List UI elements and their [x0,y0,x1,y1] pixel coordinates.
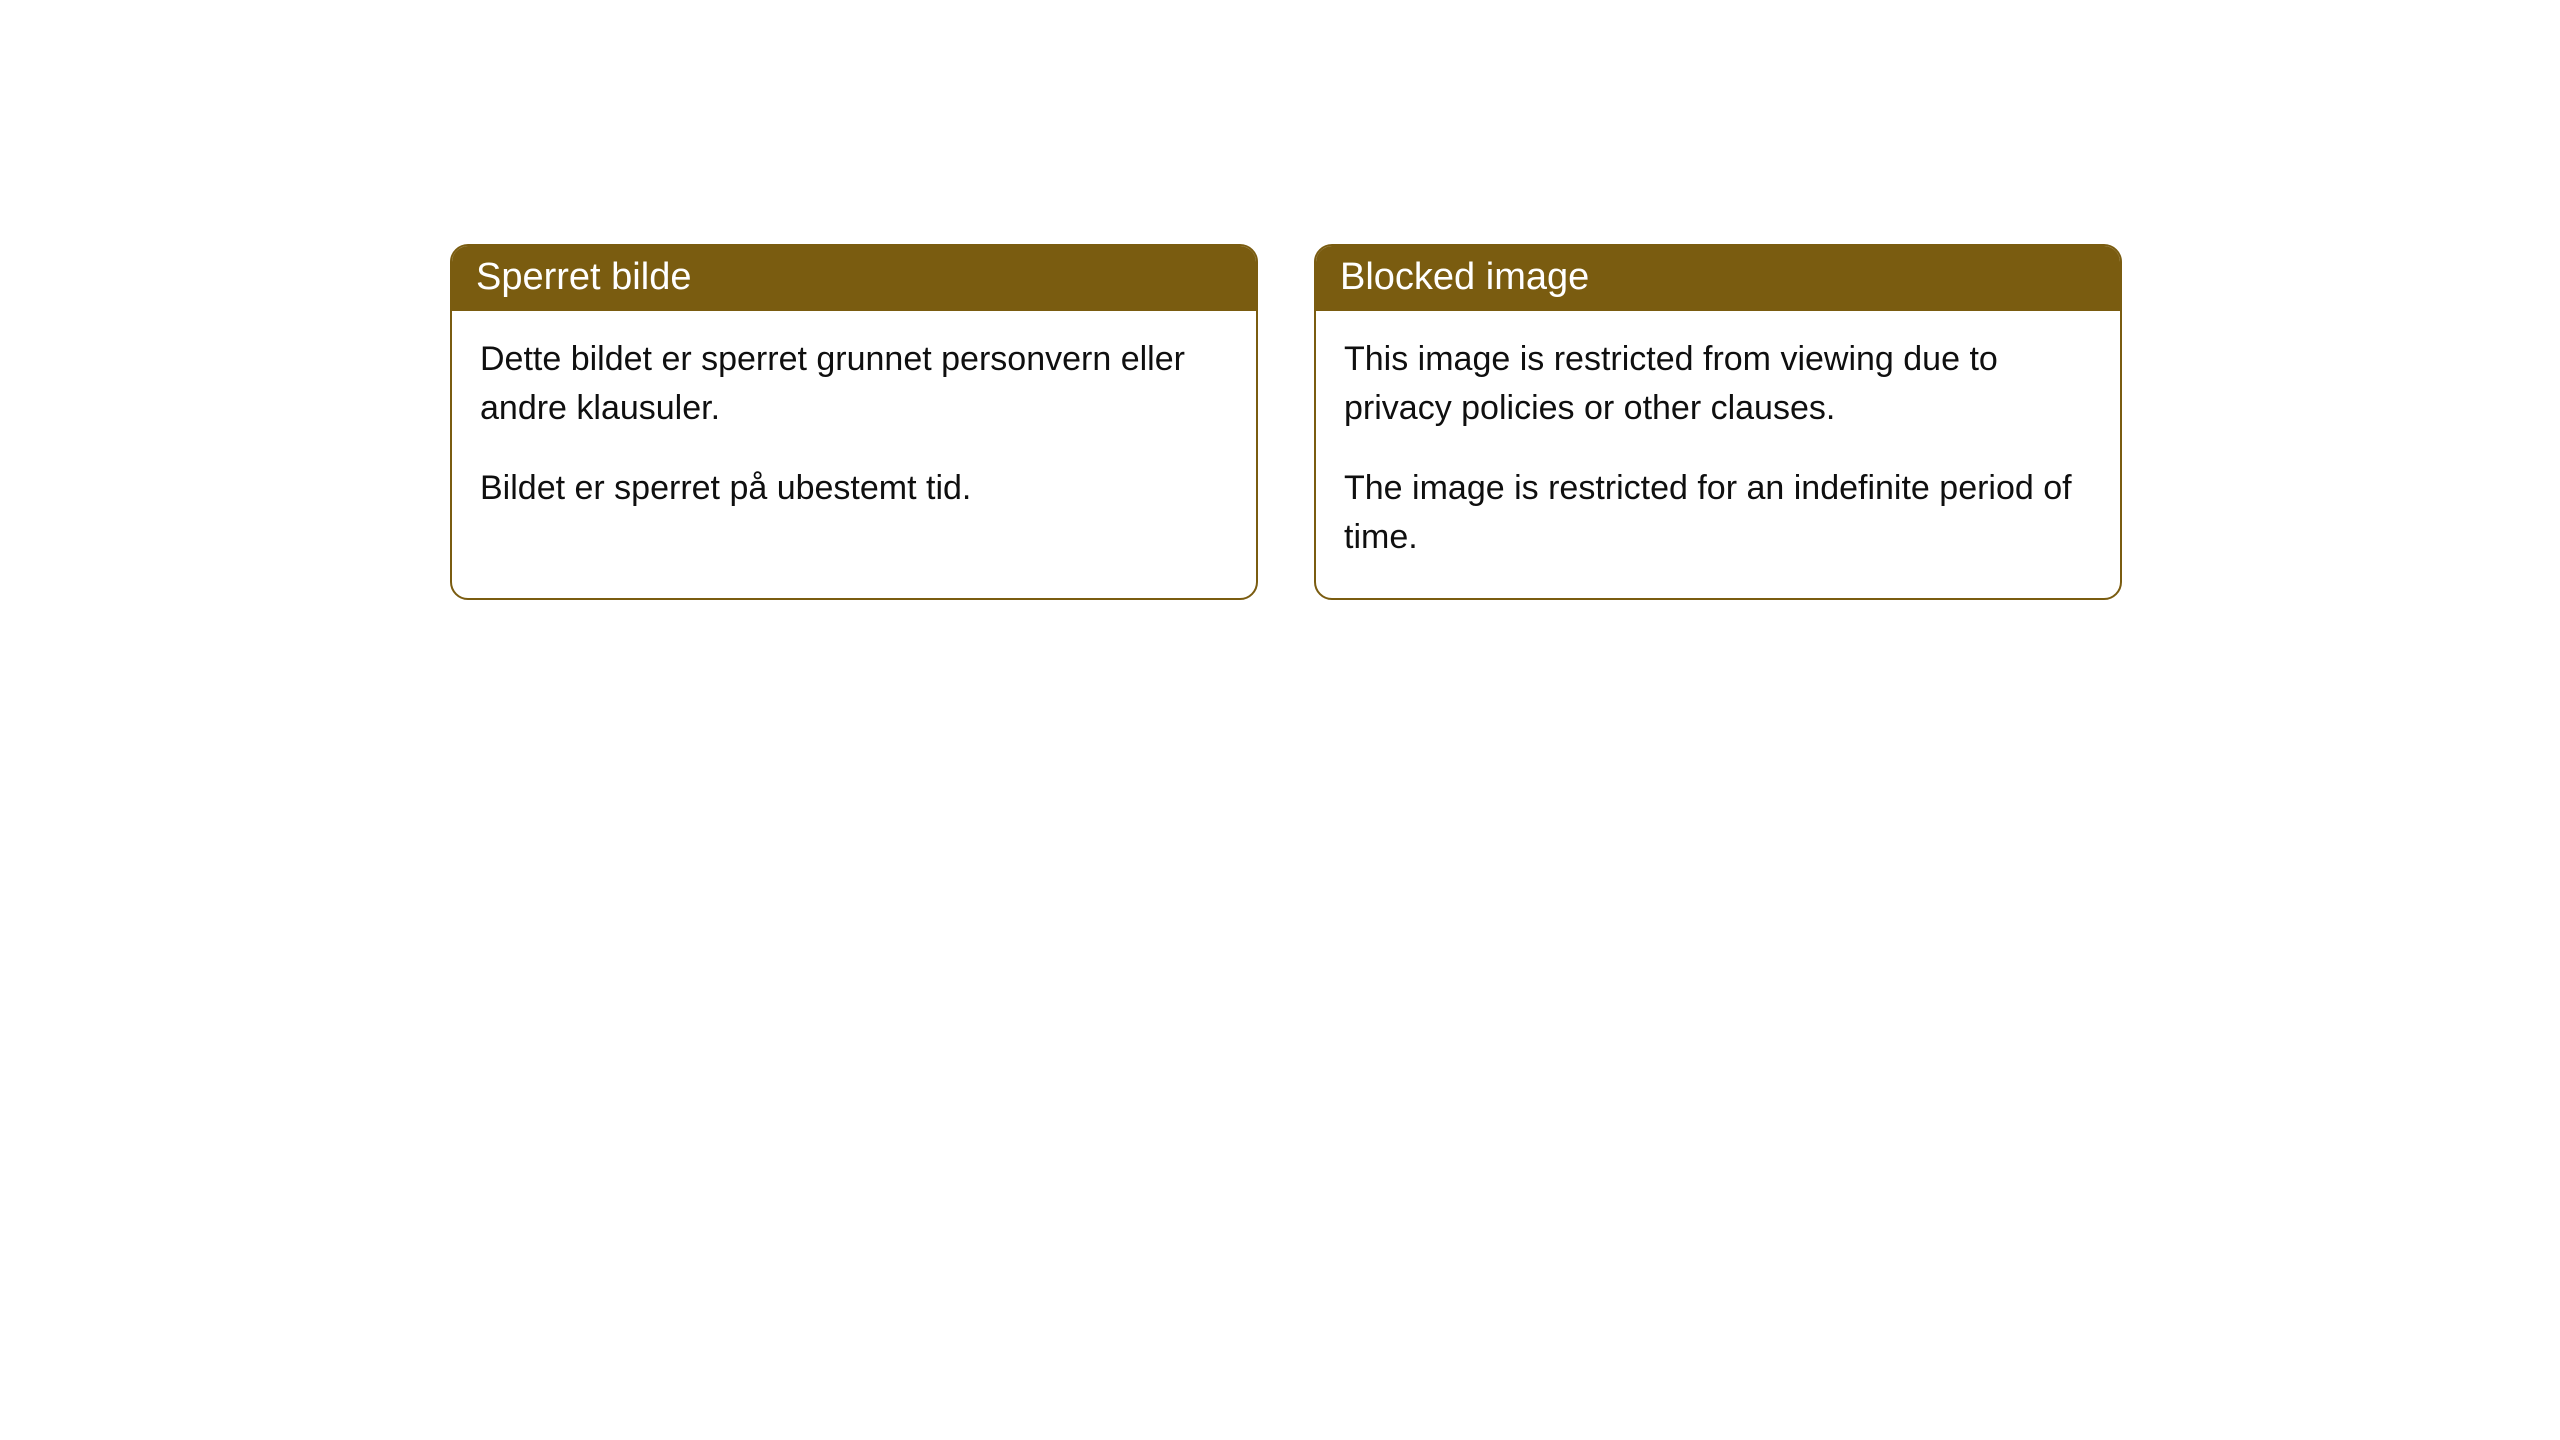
blocked-image-card-en: Blocked image This image is restricted f… [1314,244,2122,600]
cards-container: Sperret bilde Dette bildet er sperret gr… [450,244,2122,600]
card-header: Sperret bilde [452,246,1256,311]
card-header: Blocked image [1316,246,2120,311]
card-paragraph: Bildet er sperret på ubestemt tid. [480,464,1228,513]
card-body: Dette bildet er sperret grunnet personve… [452,311,1256,549]
card-body: This image is restricted from viewing du… [1316,311,2120,598]
card-paragraph: Dette bildet er sperret grunnet personve… [480,335,1228,434]
card-paragraph: This image is restricted from viewing du… [1344,335,2092,434]
card-paragraph: The image is restricted for an indefinit… [1344,464,2092,563]
blocked-image-card-no: Sperret bilde Dette bildet er sperret gr… [450,244,1258,600]
